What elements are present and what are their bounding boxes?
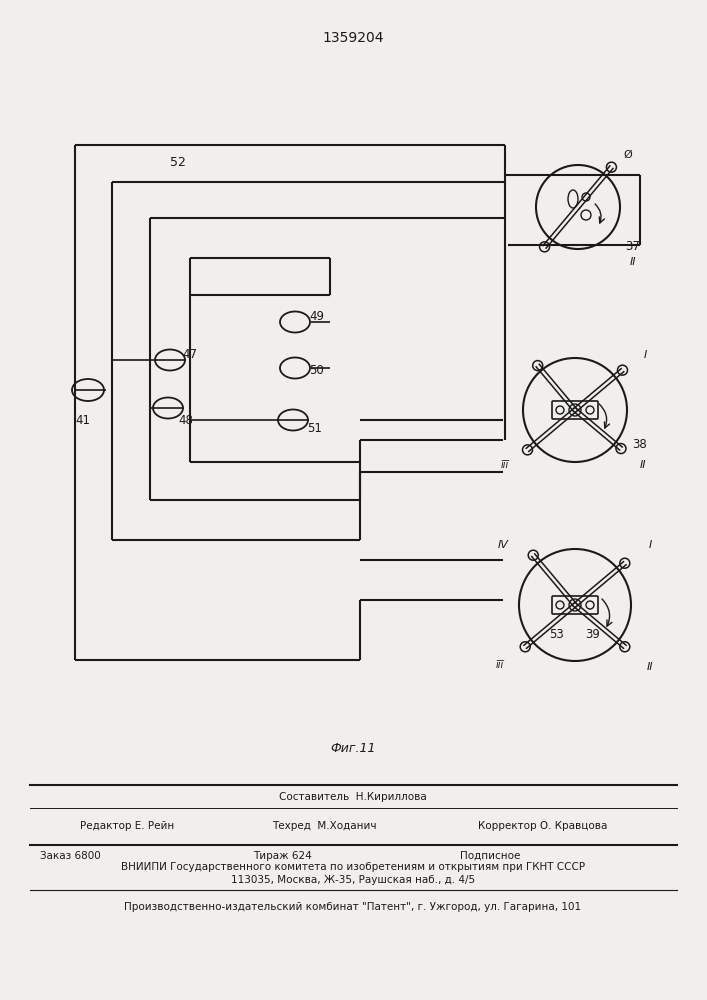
Text: 37: 37 <box>626 240 641 253</box>
Text: Заказ 6800: Заказ 6800 <box>40 851 101 861</box>
Text: 48: 48 <box>179 414 194 426</box>
Text: IV: IV <box>498 540 508 550</box>
Text: I: I <box>643 350 647 360</box>
Text: Техред  М.Ходанич: Техред М.Ходанич <box>272 821 377 831</box>
Text: Фиг.11: Фиг.11 <box>330 742 375 754</box>
Text: 1359204: 1359204 <box>322 31 384 45</box>
Text: 53: 53 <box>549 629 564 642</box>
Text: Корректор О. Кравцова: Корректор О. Кравцова <box>478 821 607 831</box>
Text: II: II <box>647 662 653 672</box>
Text: Составитель  Н.Кириллова: Составитель Н.Кириллова <box>279 792 427 802</box>
Text: 52: 52 <box>170 155 186 168</box>
Text: īīī: īīī <box>501 460 509 470</box>
Text: 47: 47 <box>182 349 197 361</box>
Text: 51: 51 <box>308 422 322 434</box>
Text: 41: 41 <box>76 414 90 426</box>
Text: Производственно-издательский комбинат "Патент", г. Ужгород, ул. Гагарина, 101: Производственно-издательский комбинат "П… <box>124 902 582 912</box>
Text: II: II <box>640 460 646 470</box>
Text: 113035, Москва, Ж-35, Раушская наб., д. 4/5: 113035, Москва, Ж-35, Раушская наб., д. … <box>231 875 475 885</box>
Text: II: II <box>630 257 636 267</box>
Text: Редактор Е. Рейн: Редактор Е. Рейн <box>80 821 174 831</box>
Text: Ø: Ø <box>624 150 632 160</box>
Text: īīī: īīī <box>496 660 504 670</box>
Text: 50: 50 <box>310 363 325 376</box>
Text: ВНИИПИ Государственного комитета по изобретениям и открытиям при ГКНТ СССР: ВНИИПИ Государственного комитета по изоб… <box>121 862 585 872</box>
Text: I: I <box>648 540 652 550</box>
Text: 38: 38 <box>633 438 648 452</box>
Text: 49: 49 <box>310 310 325 324</box>
Text: 39: 39 <box>585 629 600 642</box>
Text: Тираж 624: Тираж 624 <box>253 851 312 861</box>
Text: Подписное: Подписное <box>460 851 520 861</box>
